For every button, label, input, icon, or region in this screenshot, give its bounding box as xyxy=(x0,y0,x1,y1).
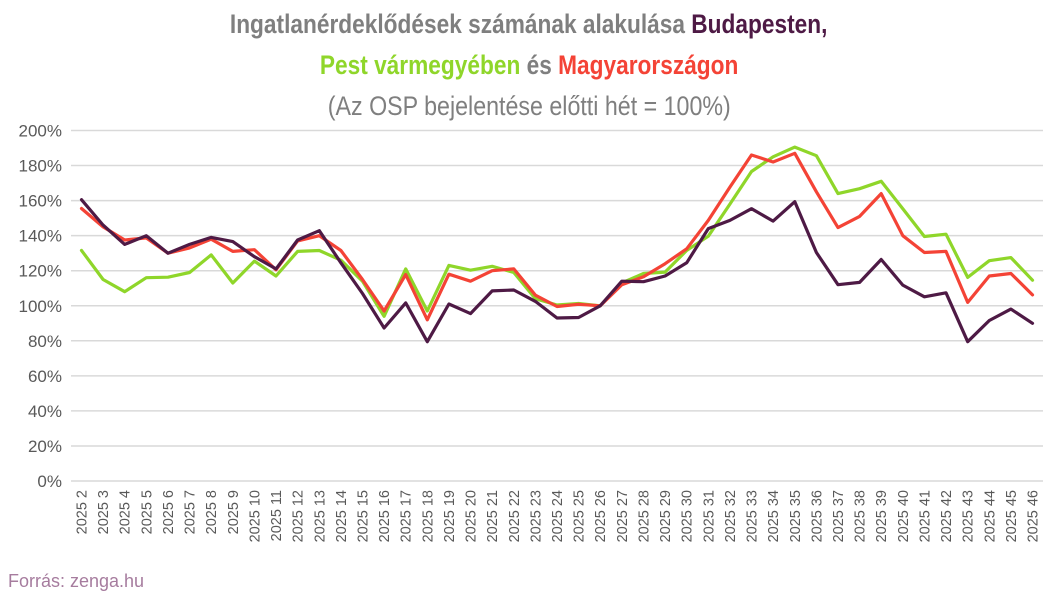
x-tick-label: 2025 27 xyxy=(615,490,631,542)
x-tick-label: 2025 15 xyxy=(355,490,371,542)
x-tick-label: 2025 26 xyxy=(593,490,609,542)
x-tick-label: 2025 14 xyxy=(334,490,350,542)
x-tick-label: 2025 28 xyxy=(636,490,652,542)
y-tick-label: 200% xyxy=(19,122,62,141)
x-tick-label: 2025 3 xyxy=(96,490,112,534)
x-tick-label: 2025 16 xyxy=(377,490,393,542)
x-tick-label: 2025 30 xyxy=(680,490,696,542)
title-line-2: Pest vármegyében és Magyarországon xyxy=(0,47,1058,88)
x-tick-label: 2025 32 xyxy=(723,490,739,542)
x-tick-label: 2025 4 xyxy=(118,490,134,534)
y-tick-label: 180% xyxy=(19,157,62,176)
x-tick-label: 2025 33 xyxy=(745,490,761,542)
x-tick-label: 2025 29 xyxy=(658,490,674,542)
y-tick-label: 160% xyxy=(19,192,62,211)
x-tick-label: 2025 6 xyxy=(161,490,177,534)
x-tick-label: 2025 12 xyxy=(291,490,307,542)
y-tick-label: 40% xyxy=(28,402,62,421)
series-line-magyarorsz-g xyxy=(79,151,1035,322)
x-tick-label: 2025 11 xyxy=(269,490,285,541)
y-tick-label: 100% xyxy=(19,297,62,316)
x-tick-label: 2025 34 xyxy=(766,490,782,542)
x-tick-label: 2025 23 xyxy=(528,490,544,542)
x-tick-label: 2025 18 xyxy=(420,490,436,542)
title-line-3: (Az OSP bejelentése előtti hét = 100%) xyxy=(0,88,1058,129)
x-tick-label: 2025 46 xyxy=(1026,490,1042,542)
chart-subtitle: (Az OSP bejelentése előtti hét = 100%) xyxy=(327,91,731,121)
x-tick-label: 2025 9 xyxy=(226,490,242,534)
y-tick-label: 0% xyxy=(37,472,62,491)
x-tick-label: 2025 42 xyxy=(939,490,955,542)
series-line-budapest xyxy=(79,198,1035,344)
x-tick-label: 2025 5 xyxy=(139,490,155,534)
title-pest: Pest vármegyében xyxy=(319,50,521,80)
x-tick-label: 2025 45 xyxy=(1004,490,1020,542)
x-tick-label: 2025 25 xyxy=(572,490,588,542)
x-tick-label: 2025 36 xyxy=(809,490,825,542)
x-tick-label: 2025 21 xyxy=(485,490,501,542)
title-conjunction: és xyxy=(520,50,559,80)
x-tick-label: 2025 35 xyxy=(788,490,804,542)
x-tick-label: 2025 40 xyxy=(896,490,912,542)
title-text: Ingatlanérdeklődések számának alakulása xyxy=(230,9,692,39)
x-tick-label: 2025 2 xyxy=(75,490,91,534)
title-line-1: Ingatlanérdeklődések számának alakulása … xyxy=(0,6,1058,47)
x-tick-label: 2025 39 xyxy=(874,490,890,542)
y-tick-label: 60% xyxy=(28,367,62,386)
chart-title: Ingatlanérdeklődések számának alakulása … xyxy=(0,6,1058,129)
x-tick-label: 2025 13 xyxy=(312,490,328,542)
data-series xyxy=(79,145,1035,344)
x-tick-label: 2025 19 xyxy=(442,490,458,542)
title-budapest: Budapesten, xyxy=(691,9,828,39)
title-magyarorszag: Magyarországon xyxy=(558,50,739,80)
x-tick-label: 2025 41 xyxy=(917,490,933,542)
x-tick-label: 2025 17 xyxy=(399,490,415,542)
gridlines xyxy=(71,129,1043,482)
x-tick-label: 2025 8 xyxy=(204,490,220,534)
x-tick-label: 2025 20 xyxy=(464,490,480,542)
y-tick-label: 120% xyxy=(19,262,62,281)
x-axis-labels: 2025 2 2025 3 2025 4 2025 5 2025 6 2025 7 2025… xyxy=(75,490,1042,542)
x-tick-label: 2025 7 xyxy=(183,490,199,534)
x-tick-label: 2025 22 xyxy=(507,490,523,542)
y-axis-labels: 0% 20% 40% 60% 80% 100% 120% 140% 160% 180% 200% xyxy=(19,122,62,492)
y-tick-label: 140% xyxy=(19,227,62,246)
series-line-pest-v-rmegye xyxy=(79,145,1035,318)
x-tick-label: 2025 10 xyxy=(247,490,263,542)
x-tick-label: 2025 24 xyxy=(550,490,566,542)
y-tick-label: 20% xyxy=(28,437,62,456)
x-tick-label: 2025 38 xyxy=(853,490,869,542)
x-tick-label: 2025 37 xyxy=(831,490,847,542)
x-tick-label: 2025 43 xyxy=(961,490,977,542)
source-note: Forrás: zenga.hu xyxy=(8,571,145,591)
x-tick-label: 2025 44 xyxy=(982,490,998,542)
x-tick-label: 2025 31 xyxy=(701,490,717,542)
y-tick-label: 80% xyxy=(28,332,62,351)
